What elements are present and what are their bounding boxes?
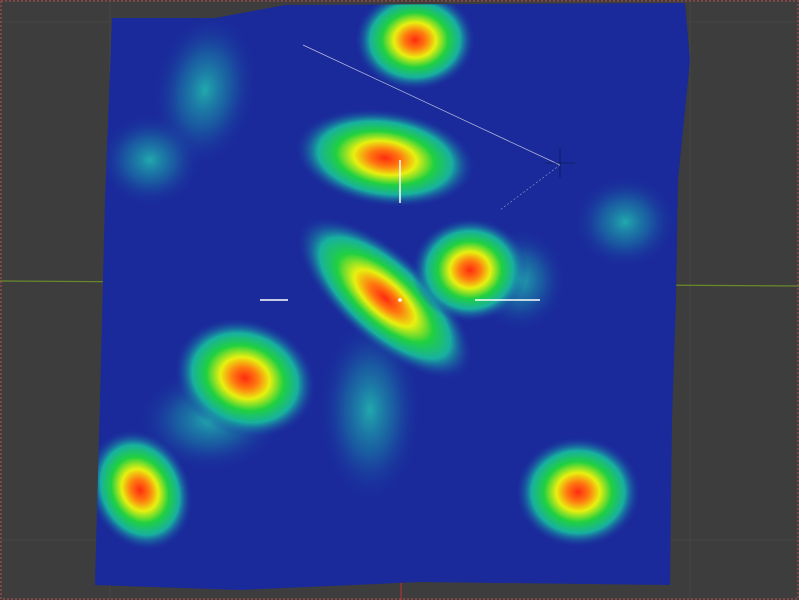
heatmap-mesh — [95, 3, 690, 590]
helper-lines — [260, 44, 575, 302]
